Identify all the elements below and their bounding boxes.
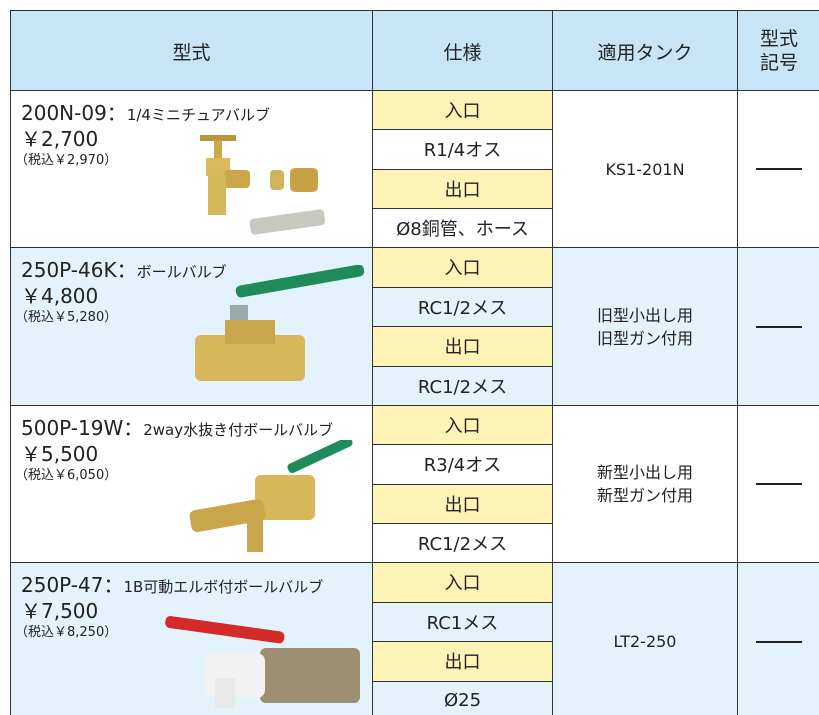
tank-cell: 旧型小出し用 旧型ガン付用 [552, 247, 737, 405]
model-code: 250P-47： [21, 573, 124, 597]
header-cell: 型式 [10, 10, 372, 91]
symbol-cell [737, 247, 819, 405]
dash [756, 640, 802, 643]
model-name: 2way水抜き付ボールバルブ [143, 421, 334, 439]
model-name: ボールバルブ [136, 263, 227, 281]
tank-text: 新型小出し用 [596, 463, 693, 482]
model-cell: 250P-46K：ボールバルブ ￥4,800 （税込￥5,280） [10, 247, 372, 405]
spec-label: 入口 [372, 90, 552, 130]
symbol-cell [737, 405, 819, 562]
spec-value: R1/4オス [372, 129, 552, 169]
price-tax: （税込￥5,280） [15, 310, 118, 325]
price-tax: （税込￥6,050） [15, 468, 118, 483]
price: ￥7,500 [21, 599, 99, 623]
header-text: 型式 [760, 28, 799, 50]
model-title: 500P-19W：2way水抜き付ボールバルブ [21, 412, 333, 441]
dash [756, 483, 802, 485]
tank-cell: KS1-201N [552, 90, 737, 247]
header-cell: 適用タンク [552, 10, 737, 91]
symbol-cell [737, 562, 819, 715]
price: ￥2,700 [21, 127, 99, 151]
model-name: 1/4ミニチュアバルブ [126, 106, 271, 124]
spec-value: R3/4オス [372, 444, 552, 484]
model-title: 250P-47：1B可動エルボ付ボールバルブ [21, 569, 323, 598]
model-code: 500P-19W： [21, 416, 144, 440]
spec-label: 入口 [372, 405, 552, 445]
spec-label: 出口 [372, 168, 552, 208]
model-title: 250P-46K：ボールバルブ [21, 254, 227, 283]
tank-cell: LT2-250 [552, 562, 737, 715]
spec-label: 出口 [372, 326, 552, 366]
header-cell: 型式 記号 [737, 10, 819, 91]
tank-text: LT2-250 [613, 632, 677, 651]
tank-text: KS1-201N [605, 159, 685, 179]
dash [756, 325, 802, 328]
tank-text: 旧型ガン付用 [596, 328, 693, 348]
model-code: 200N-09： [21, 101, 127, 125]
spec-label: 入口 [372, 247, 552, 287]
spec-value: RC1メス [372, 601, 552, 641]
tank-text: 新型ガン付用 [596, 486, 693, 505]
spec-value: RC1/2メス [372, 522, 552, 562]
valve-image [200, 135, 326, 235]
valve-image [189, 440, 353, 552]
spec-value: Ø25 [372, 680, 552, 715]
dash [756, 168, 802, 170]
tank-cell: 新型小出し用 新型ガン付用 [552, 405, 737, 562]
tank-text: 旧型小出し用 [596, 305, 693, 325]
symbol-cell [737, 90, 819, 247]
model-cell: 250P-47：1B可動エルボ付ボールバルブ ￥7,500 （税込￥8,250） [10, 562, 372, 715]
spec-value: RC1/2メス [372, 365, 552, 405]
price: ￥5,500 [21, 442, 99, 466]
spec-label: 出口 [372, 483, 552, 523]
valve-image [195, 265, 365, 381]
valve-image [165, 616, 360, 708]
price: ￥4,800 [21, 284, 99, 308]
header-cell: 仕様 [372, 10, 552, 91]
spec-label: 出口 [372, 641, 552, 681]
model-title: 200N-09：1/4ミニチュアバルブ [21, 97, 270, 126]
price-tax: （税込￥8,250） [15, 625, 118, 640]
model-name: 1B可動エルボ付ボールバルブ [123, 578, 324, 596]
spec-label: 入口 [372, 562, 552, 602]
header-text: 記号 [760, 52, 799, 74]
spec-value: RC1/2メス [372, 286, 552, 326]
spec-value: Ø8銅管、ホース [372, 207, 552, 247]
price-tax: （税込￥2,970） [15, 153, 118, 168]
model-code: 250P-46K： [21, 258, 137, 282]
